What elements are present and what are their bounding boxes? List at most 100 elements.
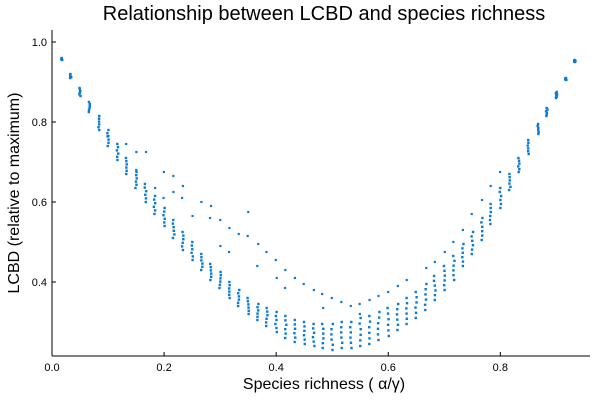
data-point — [116, 146, 120, 149]
data-point — [116, 142, 119, 146]
data-point — [209, 204, 213, 208]
data-point — [433, 294, 437, 297]
data-point — [256, 264, 259, 268]
data-point — [452, 269, 455, 272]
data-point — [88, 104, 91, 108]
data-point — [181, 184, 185, 188]
data-point — [172, 229, 175, 232]
data-point — [489, 210, 492, 214]
data-point — [349, 331, 353, 334]
data-point — [359, 316, 362, 320]
data-point — [536, 122, 540, 126]
data-point — [321, 292, 324, 296]
data-point — [349, 304, 352, 308]
data-point — [330, 333, 333, 336]
data-point — [247, 312, 250, 316]
data-point — [163, 221, 166, 224]
data-point — [322, 306, 325, 310]
data-point — [125, 169, 128, 172]
data-point — [144, 197, 148, 200]
data-point — [358, 322, 361, 325]
data-point — [331, 322, 335, 326]
data-point — [536, 124, 539, 128]
data-point — [499, 186, 502, 190]
data-point — [172, 226, 175, 229]
data-point — [433, 284, 437, 287]
data-point — [294, 336, 297, 339]
data-point — [509, 185, 512, 188]
x-tick-label: 0.2 — [156, 362, 171, 374]
data-point — [247, 210, 250, 214]
data-point — [508, 172, 511, 176]
data-point — [330, 338, 333, 341]
data-point — [489, 202, 492, 206]
data-point — [303, 325, 306, 328]
data-point — [219, 218, 222, 222]
axes — [51, 30, 590, 357]
data-point — [238, 288, 241, 292]
data-point — [125, 166, 128, 169]
data-point — [163, 210, 166, 213]
data-point — [462, 242, 465, 246]
data-point — [396, 323, 400, 326]
data-point — [209, 266, 212, 269]
data-point — [87, 100, 91, 104]
data-point — [209, 269, 213, 272]
data-point — [508, 179, 511, 182]
data-point — [461, 228, 464, 232]
data-point — [526, 144, 529, 147]
data-point — [210, 275, 213, 278]
data-point — [564, 76, 568, 80]
data-point — [264, 321, 268, 324]
data-point — [293, 332, 296, 335]
data-point — [302, 334, 306, 337]
x-tick-label: 0.4 — [269, 362, 284, 374]
data-point — [537, 130, 540, 134]
data-point — [470, 235, 473, 238]
data-point — [518, 162, 521, 165]
data-point — [182, 238, 185, 241]
data-point — [350, 346, 353, 350]
data-point — [293, 323, 296, 326]
data-point — [227, 250, 231, 254]
data-point — [87, 110, 91, 114]
data-point — [171, 222, 175, 225]
data-point — [162, 170, 165, 174]
data-point — [387, 334, 390, 338]
data-point — [219, 270, 222, 274]
data-point — [293, 276, 296, 280]
data-point — [537, 132, 540, 136]
data-point — [275, 318, 278, 322]
x-tick-label: 0.6 — [381, 362, 396, 374]
data-point — [303, 338, 306, 341]
data-point — [218, 286, 221, 290]
data-point — [190, 251, 193, 254]
data-point — [246, 300, 250, 303]
data-point — [107, 128, 110, 132]
data-point — [489, 222, 492, 226]
data-point — [284, 286, 287, 290]
data-point — [257, 302, 260, 306]
data-point — [322, 332, 325, 335]
data-point — [275, 330, 279, 334]
data-point — [499, 198, 502, 202]
data-point — [341, 341, 344, 344]
data-point — [387, 290, 390, 294]
data-point — [396, 308, 399, 311]
data-point — [573, 58, 576, 62]
data-point — [181, 248, 185, 252]
data-point — [88, 106, 91, 110]
data-point — [377, 294, 380, 298]
data-point — [246, 296, 249, 300]
data-point — [517, 165, 520, 168]
data-point — [200, 259, 203, 262]
data-point — [154, 186, 157, 190]
data-point — [425, 282, 428, 286]
data-point — [152, 198, 156, 201]
data-point — [247, 309, 250, 312]
data-point — [386, 312, 390, 315]
data-point — [78, 91, 81, 94]
data-point — [499, 170, 502, 174]
data-point — [257, 242, 260, 246]
